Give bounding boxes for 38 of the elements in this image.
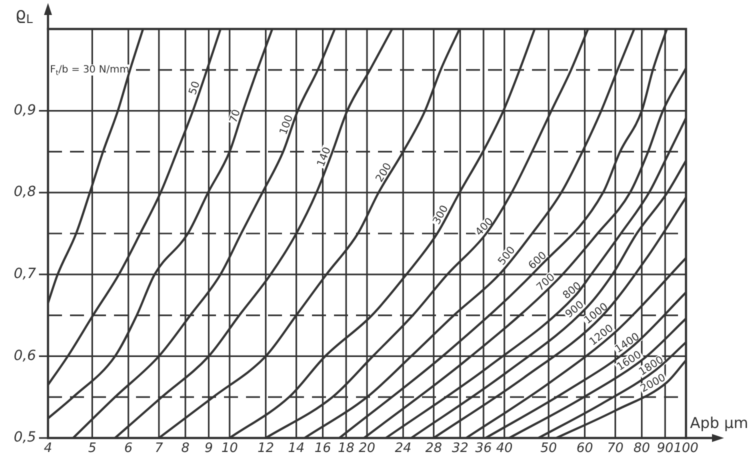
- x-tick-label: 16: [314, 441, 332, 456]
- y-tick-label: 0,6: [14, 348, 36, 364]
- x-tick-label: 9: [204, 441, 213, 456]
- x-tick-label: 5: [88, 441, 96, 456]
- x-tick-label: 12: [257, 441, 274, 456]
- text: 100: [278, 113, 296, 136]
- x-tick-label: 20: [358, 441, 376, 456]
- text: 50: [186, 80, 202, 96]
- x-tick-label: 100: [674, 441, 698, 456]
- y-tick-label: 0,8: [14, 184, 36, 200]
- x-tick-label: 6: [124, 441, 133, 456]
- text: 400: [473, 216, 496, 238]
- x-axis-title: Apb µm: [690, 414, 748, 432]
- x-tick-label: 8: [181, 441, 190, 456]
- x-tick-label: 90: [656, 441, 674, 456]
- text: 600: [526, 249, 550, 272]
- x-tick-label: 36: [475, 441, 492, 456]
- text: 140: [314, 145, 334, 169]
- x-tick-label: 10: [221, 441, 238, 456]
- x-tick-label: 28: [425, 441, 442, 456]
- x-tick-label: 60: [576, 441, 594, 456]
- text: 70: [227, 108, 243, 124]
- x-tick-label: 80: [634, 441, 650, 456]
- y-tick-label: 0,7: [14, 266, 36, 282]
- x-tick-label: 50: [540, 441, 557, 456]
- x-tick-label: 32: [452, 441, 468, 456]
- y-tick-label: 0,9: [14, 102, 36, 118]
- y-tick-label: 0,5: [14, 430, 36, 446]
- text: 300: [430, 203, 451, 227]
- x-tick-label: 40: [496, 441, 513, 456]
- x-tick-label: 7: [154, 441, 164, 456]
- text: 700: [534, 271, 558, 294]
- x-tick-label: 24: [394, 441, 412, 456]
- x-tick-label: 70: [607, 441, 624, 456]
- x-tick-label: 14: [288, 441, 305, 456]
- x-tick-label: 4: [44, 441, 52, 456]
- text: 800: [560, 280, 584, 302]
- x-tick-label: 18: [338, 441, 354, 456]
